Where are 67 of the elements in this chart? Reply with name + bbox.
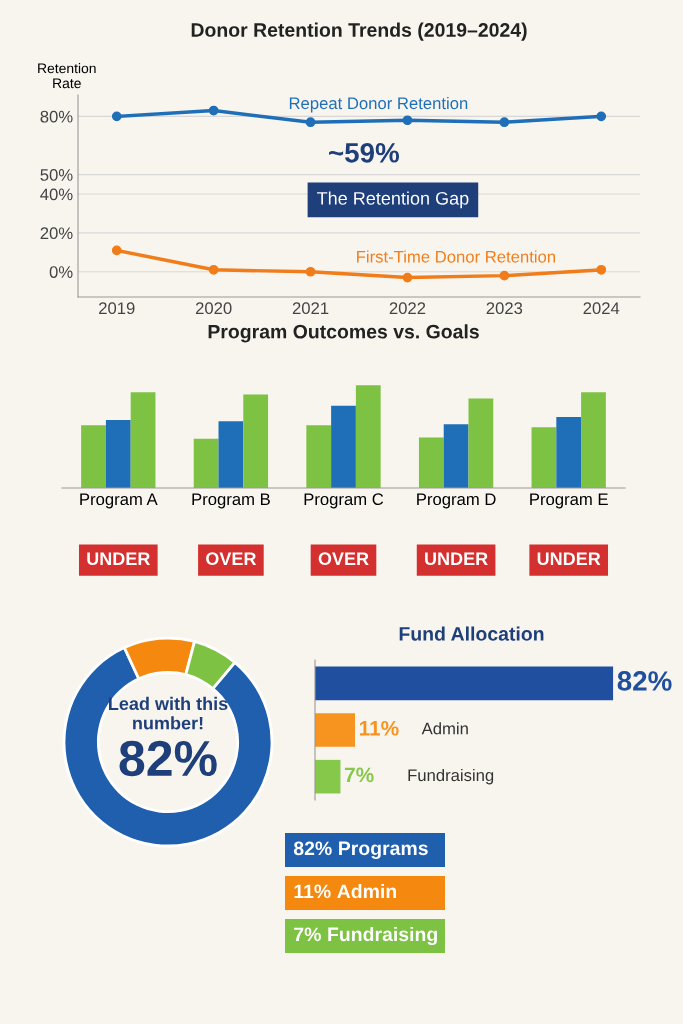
x-tick-label: 2020 (195, 302, 232, 315)
x-tick-label: Program C (304, 493, 384, 509)
bar (193, 438, 219, 488)
y-tick-label: 50% (40, 169, 73, 181)
bar (81, 425, 106, 488)
y-tick-label: 40% (40, 188, 73, 201)
point (499, 117, 510, 128)
legend-label: Programs (339, 841, 428, 860)
x-tick-label: 2022 (389, 302, 426, 315)
bar (443, 424, 469, 488)
point (402, 115, 413, 126)
annotation: ~59% (329, 143, 400, 163)
chart-title: Donor Retention Trends (2019–2024) (191, 22, 527, 41)
x-tick-label: 2019 (99, 302, 135, 315)
point (596, 111, 607, 122)
chart-title: Program Outcomes vs. Goals (208, 324, 479, 343)
x-tick-label: 2023 (486, 302, 523, 315)
data-label: 82% (293, 841, 332, 856)
point (402, 272, 413, 283)
point (305, 117, 316, 128)
bar (105, 420, 131, 488)
text: UNDER (87, 552, 151, 566)
bar (306, 425, 332, 488)
x-tick-label: 2024 (583, 302, 620, 315)
y-tick-label: 20% (40, 227, 73, 240)
y-tick-label: 0% (49, 266, 73, 278)
data-label: 11% (359, 720, 399, 736)
y-tick-label: 80% (40, 110, 73, 123)
point (208, 264, 219, 275)
point (111, 111, 122, 122)
x-tick-label: 2021 (292, 302, 329, 315)
data-label: 7% (294, 927, 321, 942)
series-label: First-Time Donor Retention (357, 250, 555, 263)
y-axis-title: Retention Rate (38, 63, 96, 89)
series-label: Repeat Donor Retention (289, 96, 468, 113)
bar (355, 385, 381, 488)
legend-label: Admin (337, 883, 397, 899)
point (111, 245, 122, 256)
text: Lead with this number! (109, 696, 228, 730)
bar (581, 392, 606, 488)
x-tick-label: Program A (80, 493, 158, 509)
bar (243, 394, 269, 488)
text: 82% (119, 740, 217, 777)
bar (418, 437, 444, 488)
x-tick-label: Program E (530, 493, 608, 509)
annotation: The Retention Gap (317, 191, 469, 209)
bar (130, 392, 156, 488)
bar (468, 398, 494, 488)
text: OVER (318, 552, 369, 566)
bar (218, 421, 244, 488)
text: UNDER (537, 552, 601, 566)
chart-title: Fund Allocation (399, 626, 544, 641)
data-label: 7% (344, 767, 374, 783)
data-label: 82% (617, 671, 672, 691)
text: OVER (206, 552, 257, 566)
x-tick-label: Program D (417, 493, 496, 509)
bar (556, 417, 582, 488)
bar (531, 427, 557, 488)
point (208, 105, 219, 116)
text: UNDER (425, 552, 488, 566)
bar (331, 405, 356, 488)
data-label: 11% (294, 884, 331, 899)
x-tick-label: Program B (192, 493, 270, 509)
point (596, 264, 607, 275)
legend-label: Fundraising (328, 926, 437, 946)
point (499, 270, 510, 281)
point (305, 266, 316, 277)
